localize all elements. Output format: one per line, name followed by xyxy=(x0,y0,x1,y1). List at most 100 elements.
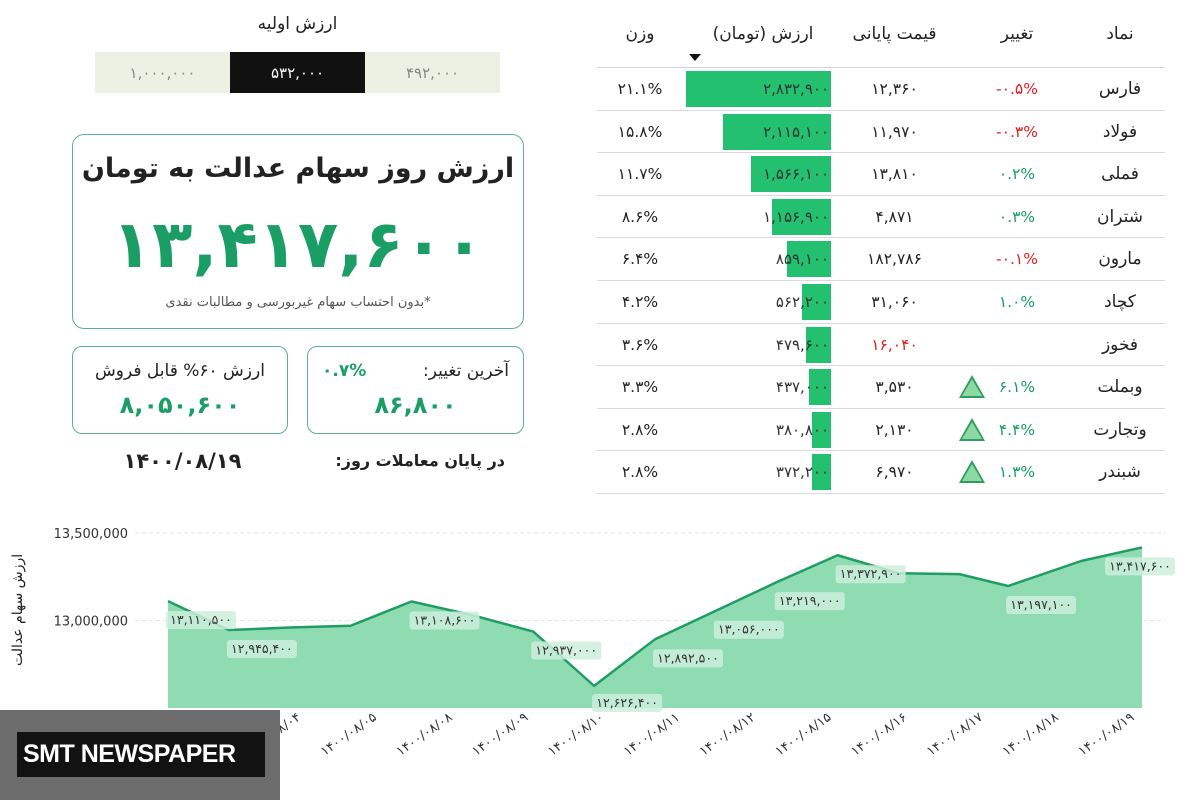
initial-value-option-selected[interactable]: ۵۳۲,۰۰۰ xyxy=(230,52,365,93)
cell-change: -۰.۵% xyxy=(996,80,1038,98)
cell-price: ۱۶,۰۴۰ xyxy=(871,335,918,354)
value-bar xyxy=(806,326,831,363)
table-row[interactable]: شبندر ۱.۳% ۶,۹۷۰ ۲.۸% ۳۷۲,۲۰۰ xyxy=(597,451,1165,494)
cell-value-text: ۴۷۹,۶۰۰ xyxy=(775,335,829,354)
data-label-badge xyxy=(1006,596,1077,615)
cell-weight: ۶.۴% xyxy=(621,250,659,269)
last-change-amount: ۸۶,۸۰۰ xyxy=(374,391,457,419)
header-weight[interactable]: وزن xyxy=(625,24,655,44)
cell-value: ۱,۱۵۶,۹۰۰ xyxy=(683,196,833,238)
initial-value-option[interactable]: ۴۹۲,۰۰۰ xyxy=(365,52,500,93)
table-row[interactable]: وتجارت ۴.۴% ۲,۱۳۰ ۲.۸% ۳۸۰,۸۰۰ xyxy=(597,409,1165,452)
stocks-table: نماد تغییر قیمت پایانی ارزش (تومان) وزن … xyxy=(597,10,1165,494)
table-row[interactable]: کچاد ۱.۰% ۳۱,۰۶۰ ۴.۲% ۵۶۲,۲۰۰ xyxy=(597,281,1165,324)
table-row[interactable]: مارون -۰.۱% ۱۸۲,۷۸۶ ۶.۴% ۸۵۹,۱۰۰ xyxy=(597,238,1165,281)
cell-weight: ۱۵.۸% xyxy=(617,122,663,141)
cell-price: ۳۱,۰۶۰ xyxy=(871,292,918,311)
value-bar xyxy=(686,71,831,107)
cell-price: ۳,۵۳۰ xyxy=(875,378,914,397)
data-label: ۱۲,۶۲۶,۴۰۰ xyxy=(596,695,658,710)
area-fill xyxy=(168,547,1142,708)
data-label: ۱۳,۰۵۶,۰۰۰ xyxy=(718,622,780,637)
last-change-label: آخرین تغییر: xyxy=(423,361,509,381)
sellable-value-card: ارزش ۶۰% قابل فروش ۸,۰۵۰,۶۰۰ xyxy=(72,346,288,434)
x-tick-label: ۱۴۰۰/۰۸/۰۹ xyxy=(470,710,532,759)
series-line xyxy=(167,546,1143,688)
cell-symbol: شبندر xyxy=(1099,462,1141,483)
header-price[interactable]: قیمت پایانی xyxy=(852,24,937,44)
data-label-badge xyxy=(592,694,663,712)
sellable-value-label: ارزش ۶۰% قابل فروش xyxy=(95,361,265,381)
cell-weight: ۱۱.۷% xyxy=(617,165,663,184)
cell-value-text: ۳۷۲,۲۰۰ xyxy=(775,463,829,482)
up-triangle-icon xyxy=(959,417,985,441)
cell-weight: ۲.۸% xyxy=(621,463,659,482)
data-label-badge xyxy=(653,649,723,668)
table-row[interactable]: فخوز ۱۶,۰۴۰ ۳.۶% ۴۷۹,۶۰۰ xyxy=(597,324,1165,367)
table-row[interactable]: وبملت ۶.۱% ۳,۵۳۰ ۳.۳% ۴۳۷,۰۰۰ xyxy=(597,366,1165,409)
data-label: ۱۲,۹۴۵,۴۰۰ xyxy=(231,641,293,656)
value-bar xyxy=(722,113,831,150)
value-bar xyxy=(811,411,831,448)
cell-value-text: ۵۶۲,۲۰۰ xyxy=(775,292,829,311)
cell-symbol: وتجارت xyxy=(1093,419,1147,440)
data-label-badge xyxy=(531,641,602,660)
data-label: ۱۳,۳۷۲,۹۰۰ xyxy=(840,566,902,581)
x-tick-label: ۱۴۰۰/۰۸/۱۹ xyxy=(1076,710,1138,759)
cell-symbol: فارس xyxy=(1098,79,1142,99)
x-tick-label: ۱۴۰۰/۰۸/۱۷ xyxy=(924,710,986,759)
cell-price: ۲,۱۳۰ xyxy=(875,420,914,439)
header-change[interactable]: تغییر xyxy=(1000,24,1034,44)
daily-value-amount: ۱۳,۴۱۷,۶۰۰ xyxy=(111,206,485,283)
last-change-percent: ۰.۷% xyxy=(322,361,367,381)
cell-value: ۸۵۹,۱۰۰ xyxy=(683,238,833,280)
value-bar xyxy=(811,454,831,491)
data-label: ۱۳,۱۰۸,۶۰۰ xyxy=(414,612,476,627)
cell-value: ۳۸۰,۸۰۰ xyxy=(683,409,833,451)
cell-value: ۱,۵۶۶,۱۰۰ xyxy=(683,153,833,195)
cell-change: -۰.۳% xyxy=(996,122,1038,141)
cell-price: ۱۳,۸۱۰ xyxy=(871,165,918,184)
x-tick-label: ۱۴۰۰/۰۸/۱۰ xyxy=(545,710,607,759)
cell-value: ۲,۱۱۵,۱۰۰ xyxy=(683,111,833,153)
cell-price: ۱۲,۳۶۰ xyxy=(871,80,918,98)
cell-price: ۱۱,۹۷۰ xyxy=(871,122,918,141)
data-label: ۱۳,۱۱۰,۵۰۰ xyxy=(170,612,232,627)
table-row[interactable]: فولاد -۰.۳% ۱۱,۹۷۰ ۱۵.۸% ۲,۱۱۵,۱۰۰ xyxy=(597,111,1165,154)
cell-value: ۲,۸۳۲,۹۰۰ xyxy=(683,68,833,110)
cell-value: ۳۷۲,۲۰۰ xyxy=(683,451,833,493)
table-row[interactable]: فارس -۰.۵% ۱۲,۳۶۰ ۲۱.۱% ۲,۸۳۲,۹۰۰ xyxy=(597,68,1165,111)
table-row[interactable]: فملی ۰.۲% ۱۳,۸۱۰ ۱۱.۷% ۱,۵۶۶,۱۰۰ xyxy=(597,153,1165,196)
cell-value-text: ۸۵۹,۱۰۰ xyxy=(775,250,829,269)
cell-weight: ۲۱.۱% xyxy=(617,80,663,98)
table-row[interactable]: شتران ۰.۳% ۴,۸۷۱ ۸.۶% ۱,۱۵۶,۹۰۰ xyxy=(597,196,1165,239)
data-label: ۱۳,۴۱۷,۶۰۰ xyxy=(1109,558,1171,573)
cell-price: ۶,۹۷۰ xyxy=(875,463,914,482)
x-tick-label: ۱۴۰۰/۰۸/۱۶ xyxy=(848,710,910,759)
cell-price: ۴,۸۷۱ xyxy=(875,207,914,226)
data-label-badge xyxy=(409,611,480,630)
cell-change: ۱.۳% xyxy=(998,463,1036,482)
daily-value-title: ارزش روز سهام عدالت به تومان xyxy=(81,153,515,184)
table-header: نماد تغییر قیمت پایانی ارزش (تومان) وزن xyxy=(597,10,1165,68)
data-label-badge xyxy=(1105,557,1175,576)
sort-desc-icon[interactable] xyxy=(689,54,701,61)
cell-symbol: فملی xyxy=(1101,164,1139,185)
cell-value-text: ۱,۵۶۶,۱۰۰ xyxy=(763,165,829,184)
x-tick-label: ۱۴۰۰/۰۸/۱۱ xyxy=(621,710,683,759)
up-triangle-icon xyxy=(959,460,985,484)
data-label: ۱۳,۱۹۷,۱۰۰ xyxy=(1010,597,1072,612)
cell-value: ۴۷۹,۶۰۰ xyxy=(683,324,833,366)
chart-y-axis-label: ارزش سهام عدالت xyxy=(10,553,26,667)
initial-value-option[interactable]: ۱,۰۰۰,۰۰۰ xyxy=(95,52,230,93)
cell-value: ۵۶۲,۲۰۰ xyxy=(683,281,833,323)
cell-value-text: ۳۸۰,۸۰۰ xyxy=(775,420,829,439)
cell-weight: ۸.۶% xyxy=(621,207,659,226)
daily-value-note: *بدون احتساب سهام غیربورسی و مطالبات نقد… xyxy=(165,295,431,310)
header-symbol[interactable]: نماد xyxy=(1106,24,1134,44)
cell-change: ۰.۲% xyxy=(998,165,1036,184)
initial-value-selector[interactable]: ۴۹۲,۰۰۰ ۵۳۲,۰۰۰ ۱,۰۰۰,۰۰۰ xyxy=(95,52,500,93)
header-value[interactable]: ارزش (تومان) xyxy=(712,24,814,44)
cell-value-text: ۲,۸۳۲,۹۰۰ xyxy=(763,80,829,98)
end-of-day-label: در پایان معاملات روز: xyxy=(335,451,505,470)
